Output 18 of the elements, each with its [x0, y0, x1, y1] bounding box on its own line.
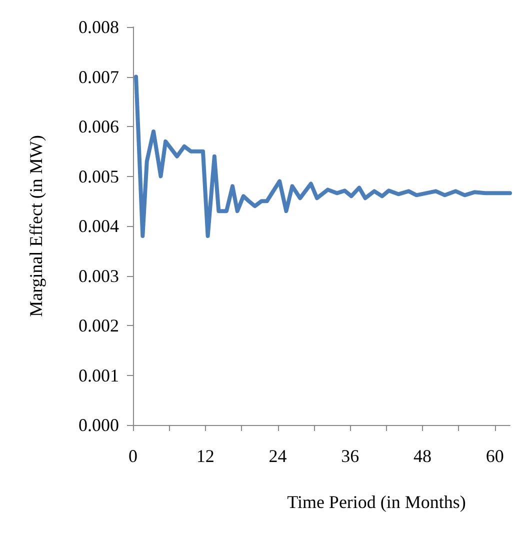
- y-tick-label: 0.002: [78, 316, 119, 336]
- x-axis-title: Time Period (in Months): [287, 492, 466, 512]
- line-series: [134, 74, 512, 238]
- y-tick-label: 0.000: [78, 415, 119, 435]
- x-tick-label: 60: [486, 446, 504, 466]
- x-tick-label: 48: [414, 446, 432, 466]
- y-axis-title: Marginal Effect (in MW): [26, 135, 46, 317]
- x-tick-label: 24: [268, 446, 287, 466]
- y-tick-label: 0.007: [78, 66, 119, 87]
- y-tick-label: 0.001: [78, 365, 119, 386]
- y-tick-label: 0.003: [78, 266, 119, 286]
- y-tick-label: 0.004: [78, 216, 119, 236]
- x-tick-label: 0: [128, 446, 138, 466]
- x-tick-label: 12: [196, 446, 214, 466]
- y-tick-label: 0.008: [78, 17, 119, 37]
- x-tick-label: 36: [341, 446, 360, 466]
- y-tick-label: 0.006: [78, 116, 119, 136]
- y-tick-label: 0.005: [78, 166, 119, 186]
